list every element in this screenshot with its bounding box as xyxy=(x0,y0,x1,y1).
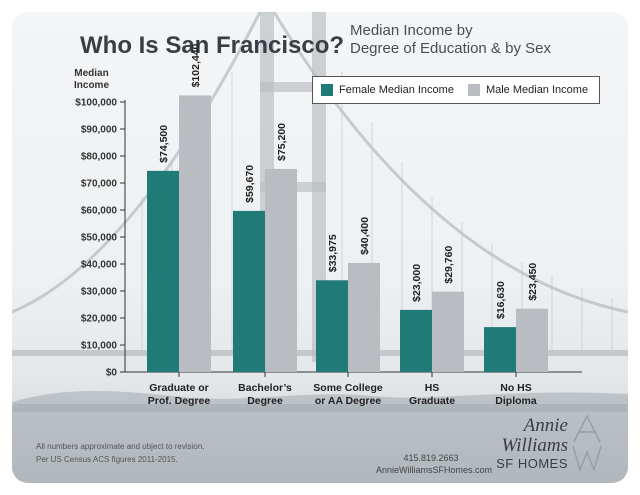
subtitle-line-2: Degree of Education & by Sex xyxy=(350,40,551,57)
brand-tagline: SF HOMES xyxy=(496,456,568,471)
legend-swatch-female xyxy=(321,84,333,96)
data-label-female: $16,630 xyxy=(495,281,507,319)
brand-name-first: Annie xyxy=(523,415,568,436)
y-axis-label-line-1: Median xyxy=(74,68,109,79)
y-tick-label: $60,000 xyxy=(81,206,118,217)
x-tick-label: Graduate xyxy=(409,395,455,407)
data-label-male: $75,200 xyxy=(276,123,288,161)
bar-male xyxy=(348,262,380,372)
bar-male xyxy=(179,95,211,373)
y-tick-label: $90,000 xyxy=(81,125,118,136)
footnote-line-1: All numbers approximate and ubject to re… xyxy=(36,442,205,451)
y-tick-label: $50,000 xyxy=(81,233,118,244)
y-tick-label: $100,000 xyxy=(75,98,117,109)
x-tick-label: Some College xyxy=(313,382,383,394)
data-label-male: $23,450 xyxy=(527,263,539,301)
x-tick-label: Prof. Degree xyxy=(148,395,211,407)
y-axis-label: Median Income xyxy=(74,68,109,92)
x-tick-label: Graduate or xyxy=(149,382,209,394)
phone-number: 415.819.2663 xyxy=(403,453,459,463)
y-tick-label: $40,000 xyxy=(81,260,118,271)
x-tick-label: No HS xyxy=(500,382,532,394)
y-tick-label: $70,000 xyxy=(81,179,118,190)
legend-item-male: Male Median Income xyxy=(467,84,589,96)
legend-label-female: Female Median Income xyxy=(339,84,454,96)
infographic-card: Who Is San Francisco? Median Income by D… xyxy=(12,12,628,483)
x-tick-label: or AA Degree xyxy=(315,395,381,407)
data-label-male: $102,440 xyxy=(190,43,202,87)
bar-female xyxy=(400,309,432,372)
x-tick-label: Degree xyxy=(247,395,283,407)
y-tick-label: $10,000 xyxy=(81,341,118,352)
subtitle-line-1: Median Income by xyxy=(350,22,473,39)
data-label-male: $40,400 xyxy=(359,217,371,255)
aw-monogram-icon xyxy=(572,414,602,473)
bar-female xyxy=(147,170,179,372)
legend-item-female: Female Median Income xyxy=(321,84,454,96)
y-tick-label: $80,000 xyxy=(81,152,118,163)
brand-logo: Annie Williams SF HOMES xyxy=(484,416,568,472)
bar-chart: $0 $10,000 $20,000 $30,000 $40,000 $50,000 $60… xyxy=(75,43,582,407)
y-axis-label-line-2: Income xyxy=(74,80,110,91)
bar-male xyxy=(265,168,297,372)
x-tick-label: Bachelor’s xyxy=(238,382,292,394)
bar-male xyxy=(432,291,464,372)
legend-label-male: Male Median Income xyxy=(485,84,589,96)
y-tick-label: $20,000 xyxy=(81,314,118,325)
data-label-female: $23,000 xyxy=(411,264,423,302)
chart-legend: Female Median Income Male Median Income xyxy=(312,76,600,104)
data-label-female: $59,670 xyxy=(244,165,256,203)
x-tick-label: HS xyxy=(425,382,440,394)
x-tick-label: Diploma xyxy=(495,395,537,407)
footnote: All numbers approximate and ubject to re… xyxy=(36,440,205,466)
footnote-line-2: Per US Census ACS figures 2011-2015. xyxy=(36,455,178,464)
bar-female xyxy=(316,280,348,372)
bar-female xyxy=(233,210,265,372)
legend-swatch-male xyxy=(467,84,480,96)
website-link[interactable]: AnnieWilliamsSFHomes.com xyxy=(376,465,493,475)
y-tick-label: $0 xyxy=(106,368,118,379)
y-tick-label: $30,000 xyxy=(81,287,118,298)
bar-male xyxy=(516,308,548,372)
page-title: Who Is San Francisco? xyxy=(80,32,345,59)
brand-name-last: Williams xyxy=(501,435,568,456)
data-label-female: $33,975 xyxy=(327,234,339,272)
chart-subtitle: Median Income by Degree of Education & b… xyxy=(350,22,590,58)
bar-female xyxy=(484,327,516,372)
data-label-male: $29,760 xyxy=(443,246,455,284)
contact-info: 415.819.2663 AnnieWilliamsSFHomes.com xyxy=(376,452,493,476)
data-label-female: $74,500 xyxy=(158,125,170,163)
